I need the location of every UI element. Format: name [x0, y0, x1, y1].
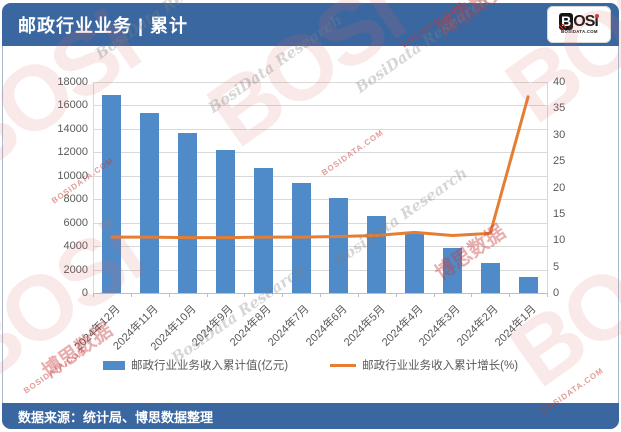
bosidata-logo: B OS i BOSIDATA.COM	[547, 6, 611, 43]
plot-edge-line	[93, 82, 94, 293]
logo-domain-text: BOSIDATA.COM	[560, 30, 598, 35]
y-axis-tick-label: 14000	[57, 122, 88, 135]
bar	[329, 198, 349, 293]
logo-stripes-icon	[559, 24, 567, 30]
y-axis-tick-label: 2000	[63, 263, 88, 276]
gridline	[93, 246, 547, 248]
logo-i-dot-icon	[594, 13, 599, 18]
page-title: 邮政行业业务 | 累计	[18, 15, 189, 36]
x-axis-tick	[547, 293, 548, 297]
bar	[102, 94, 122, 293]
y-axis-tick-label: 0	[81, 287, 88, 299]
x-axis-tick	[244, 293, 246, 297]
y2-axis-tick-label: 5	[553, 260, 560, 273]
logo-wordmark: B OS i	[559, 13, 599, 30]
y-axis-tick-label: 18000	[57, 76, 88, 88]
y2-axis-tick-label: 30	[553, 128, 566, 141]
x-axis-tick	[93, 293, 94, 297]
gridline	[93, 82, 547, 83]
gridline	[93, 152, 547, 154]
logo-os-text: OS	[573, 12, 595, 30]
bar	[253, 167, 273, 293]
bar	[215, 149, 235, 293]
y-axis-tick-label: 6000	[63, 216, 88, 229]
legend-line-marker	[330, 363, 357, 367]
x-axis-tick	[471, 293, 473, 297]
y2-axis-tick-label: 35	[553, 102, 566, 115]
y-axis-tick-label: 10000	[57, 169, 88, 182]
x-axis-tick	[282, 293, 284, 297]
bar	[405, 231, 425, 293]
data-source-text: 数据来源：统计局、博思数据整理	[18, 409, 214, 425]
y2-axis-tick-label: 20	[553, 181, 566, 194]
bar	[480, 263, 500, 293]
footer-banner: 数据来源：统计局、博思数据整理	[2, 403, 619, 429]
x-axis-tick	[509, 293, 511, 297]
x-axis-tick	[433, 293, 435, 297]
x-axis-tick	[357, 293, 359, 297]
plot-edge-line	[547, 82, 548, 293]
legend-item: 邮政行业业务收入累计值(亿元)	[102, 357, 289, 373]
header-banner: 邮政行业业务 | 累计 B OS i BOSIDATA.COM	[2, 3, 619, 46]
y-axis-tick-label: 4000	[63, 240, 88, 253]
y2-axis-tick-label: 10	[553, 234, 566, 247]
growth-line-layer	[110, 95, 530, 240]
legend-bar-marker	[102, 360, 125, 370]
y2-axis-tick-label: 15	[553, 207, 566, 220]
legend-label: 邮政行业业务收入累计增长(%)	[362, 360, 519, 372]
x-axis-tick	[320, 293, 321, 297]
legend-item: 邮政行业业务收入累计增长(%)	[330, 357, 518, 373]
gridline	[93, 222, 547, 224]
y2-axis-tick-label: 25	[553, 155, 566, 168]
y-axis-tick-label: 8000	[63, 193, 88, 206]
x-axis-tick	[168, 293, 170, 297]
y-axis-tick-label: 12000	[57, 146, 88, 159]
x-axis-tick	[206, 293, 208, 297]
logo-b-mark: B	[559, 13, 574, 30]
y2-axis-tick-label: 40	[553, 76, 566, 88]
legend-label: 邮政行业业务收入累计值(亿元)	[130, 360, 289, 372]
gridline	[93, 199, 547, 201]
bar	[178, 133, 198, 293]
x-axis-tick	[395, 293, 397, 297]
bar	[442, 247, 462, 293]
gridline	[93, 269, 547, 271]
bar	[518, 276, 538, 293]
gridline	[93, 105, 547, 107]
gridline	[93, 128, 547, 130]
logo-i-text: i	[594, 12, 599, 30]
y2-axis-tick-label: 0	[553, 287, 560, 299]
gridline	[93, 175, 547, 177]
growth-line	[110, 95, 530, 240]
x-axis-tick	[130, 293, 132, 297]
chart-legend: 邮政行业业务收入累计值(亿元) 邮政行业业务收入累计增长(%)	[0, 357, 621, 373]
y-axis-tick-label: 16000	[57, 99, 88, 112]
bar	[140, 113, 160, 293]
